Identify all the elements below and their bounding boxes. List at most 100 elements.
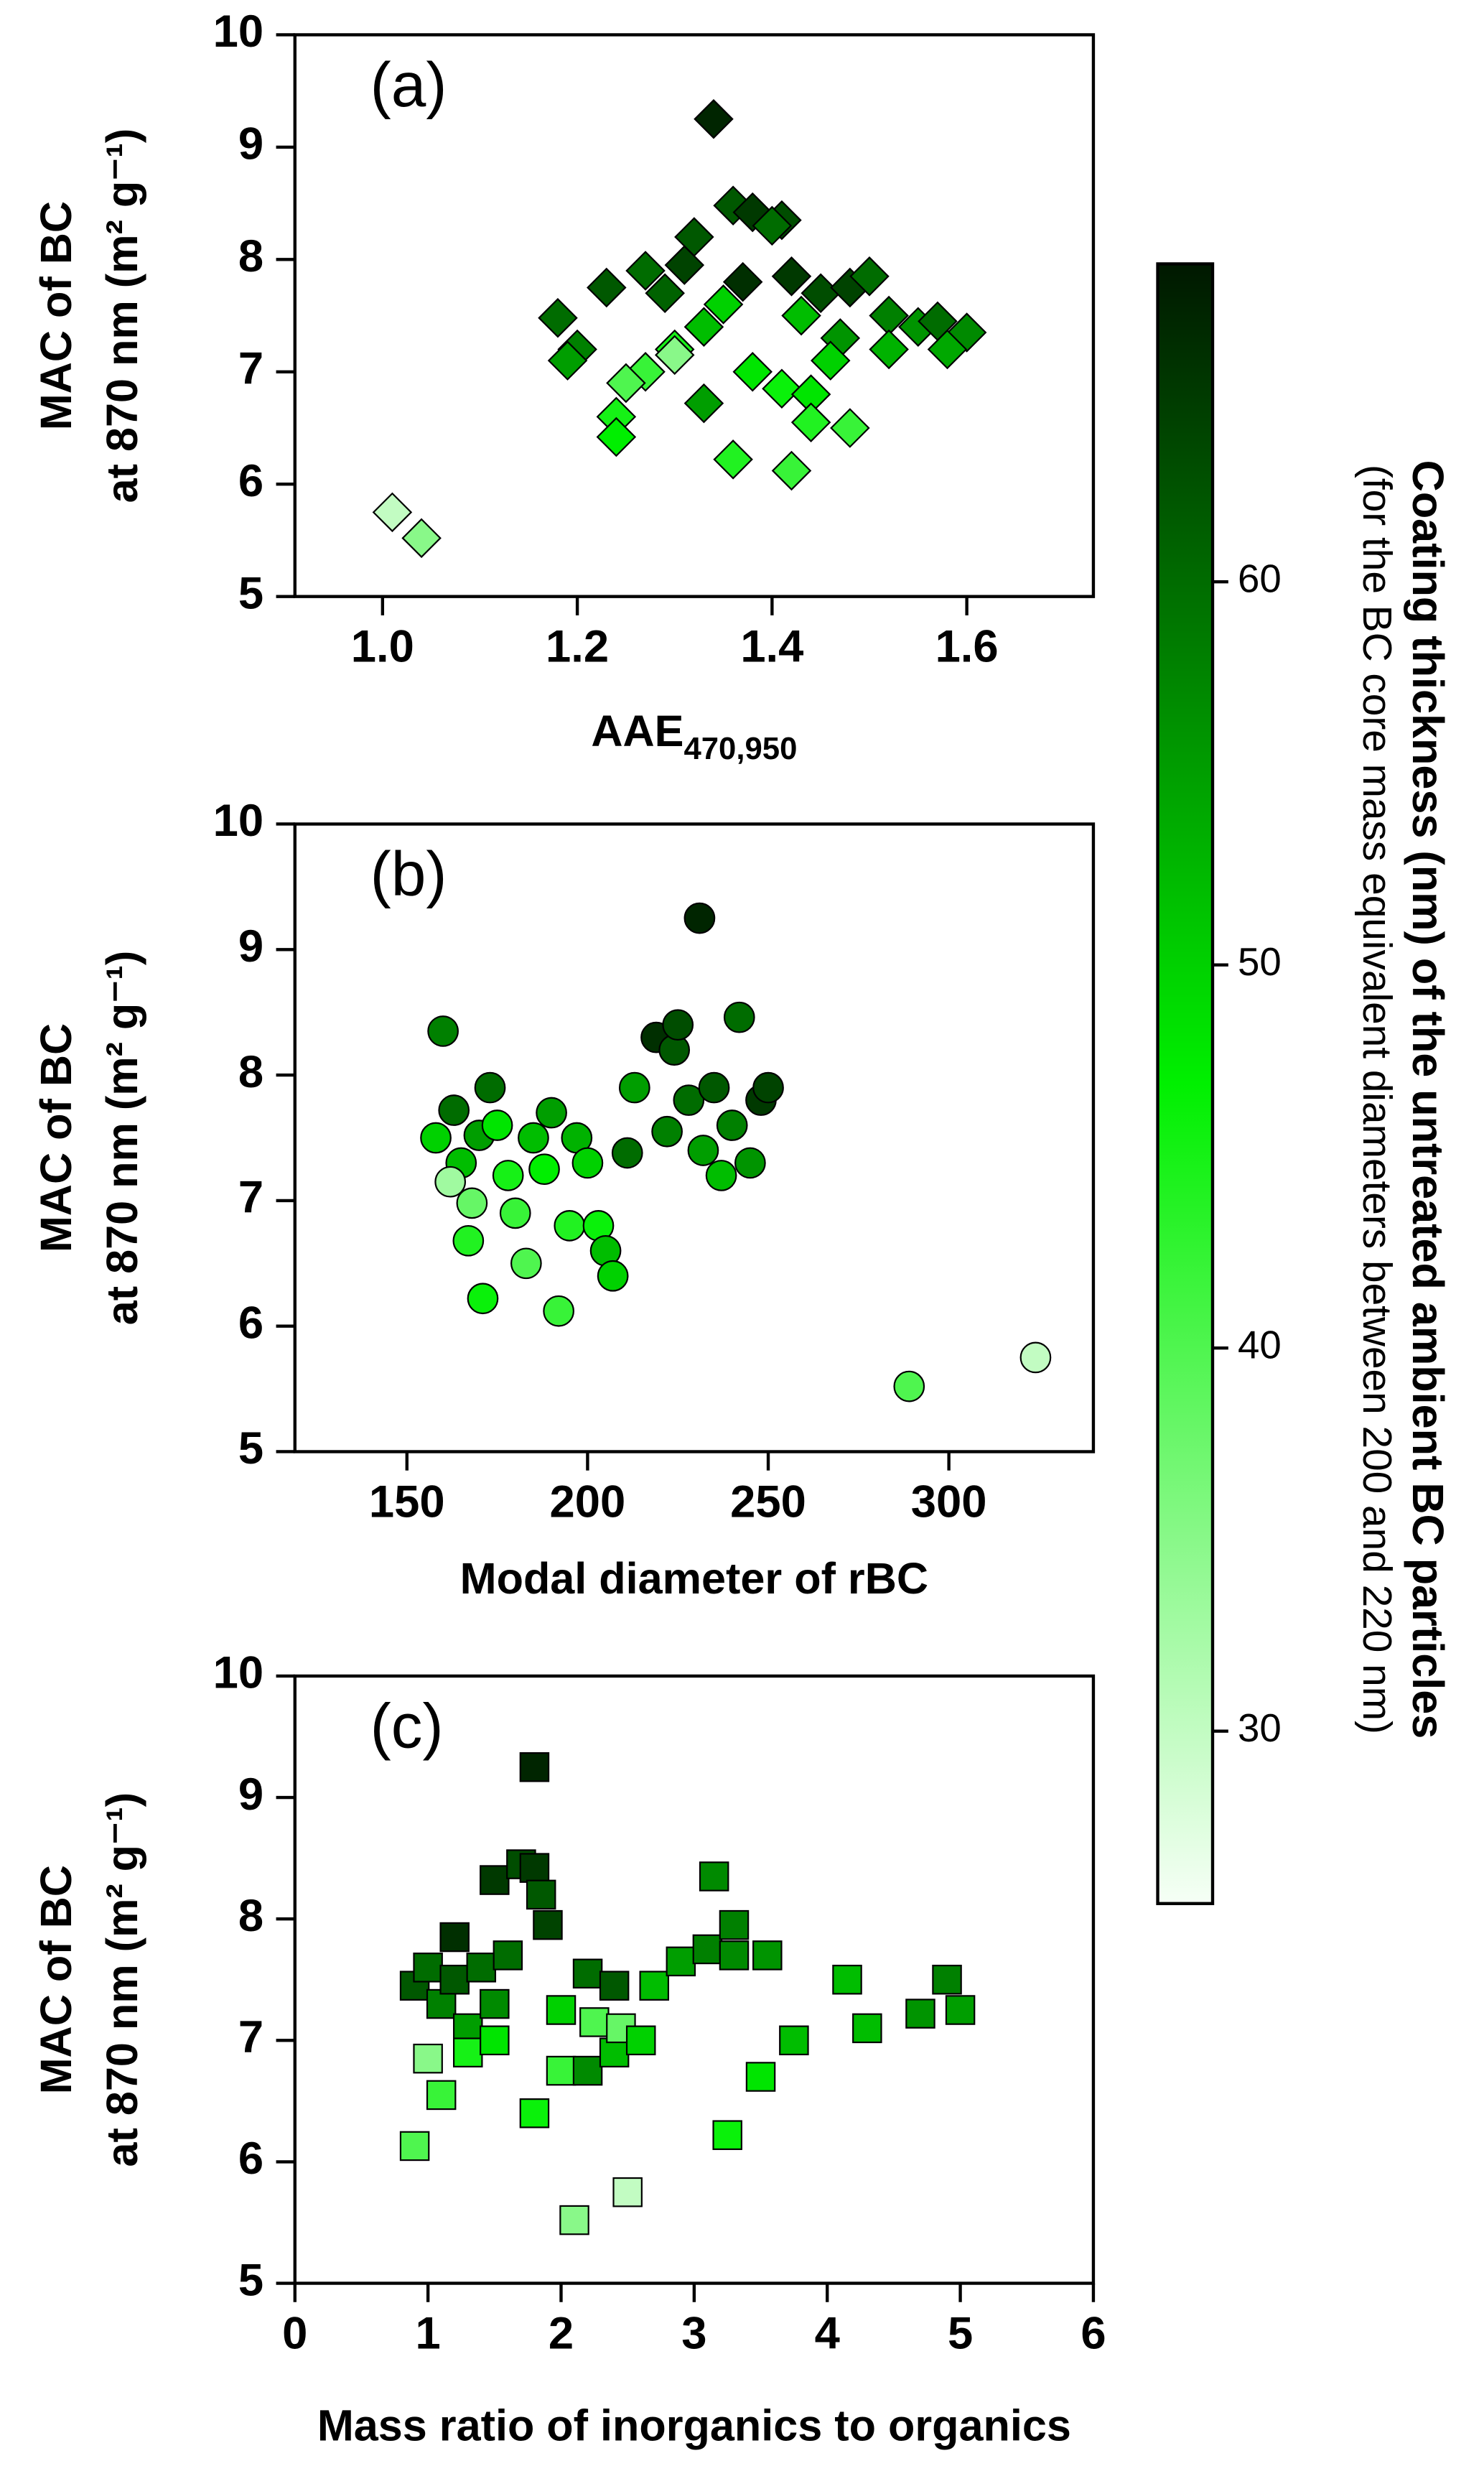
x-tick-label: 1.2 bbox=[546, 622, 609, 672]
point bbox=[1019, 1341, 1052, 1374]
y-tick-label: 10 bbox=[213, 1648, 263, 1698]
point bbox=[579, 2007, 610, 2037]
point bbox=[692, 1934, 723, 1965]
y-tick-label: 7 bbox=[238, 1173, 263, 1223]
point bbox=[413, 1953, 443, 1983]
y-tick-label: 8 bbox=[238, 1047, 263, 1097]
point bbox=[654, 335, 695, 376]
x-axis-label-sub: 470,950 bbox=[683, 730, 797, 766]
point bbox=[752, 205, 793, 246]
panel-label: (a) bbox=[370, 50, 447, 120]
y-tick-label: 5 bbox=[238, 2255, 263, 2305]
x-tick-label: 2 bbox=[549, 2309, 574, 2359]
point bbox=[438, 1094, 470, 1126]
x-tick-label: 6 bbox=[1081, 2309, 1106, 2359]
point bbox=[554, 1210, 586, 1242]
point bbox=[597, 1260, 629, 1292]
point bbox=[547, 340, 588, 381]
y-tick-label: 9 bbox=[238, 921, 263, 972]
point bbox=[719, 1940, 750, 1971]
point bbox=[401, 518, 442, 559]
point bbox=[587, 267, 627, 308]
x-axis-label-main: AAE bbox=[591, 707, 683, 755]
point bbox=[779, 2025, 809, 2056]
colorbar-tick-label: 60 bbox=[1238, 557, 1282, 601]
y-axis-label: MAC of BC bbox=[32, 1023, 80, 1252]
point bbox=[662, 1009, 694, 1041]
y-tick-label: 8 bbox=[238, 231, 263, 282]
point bbox=[528, 1153, 560, 1186]
x-axis-label: Mass ratio of inorganics to organics bbox=[317, 2401, 1071, 2450]
point bbox=[699, 1861, 729, 1892]
y-tick-label: 5 bbox=[238, 568, 263, 618]
point bbox=[538, 297, 578, 338]
point bbox=[683, 902, 716, 934]
y-tick-label: 7 bbox=[238, 344, 263, 394]
point bbox=[481, 1109, 513, 1141]
y-tick-label: 5 bbox=[238, 1423, 263, 1474]
point bbox=[849, 256, 890, 297]
point bbox=[830, 408, 870, 448]
colorbar-tick-label: 30 bbox=[1238, 1706, 1282, 1750]
point bbox=[625, 2025, 656, 2056]
x-tick-label: 1.0 bbox=[351, 622, 414, 672]
point bbox=[762, 368, 802, 409]
point bbox=[572, 2055, 603, 2086]
x-tick-label: 1.6 bbox=[935, 622, 999, 672]
y-tick-label: 8 bbox=[238, 1891, 263, 1941]
point bbox=[499, 1197, 531, 1229]
point bbox=[712, 2120, 742, 2150]
point bbox=[559, 2205, 589, 2235]
point bbox=[722, 261, 763, 302]
x-tick-label: 3 bbox=[681, 2309, 706, 2359]
panel-label: (c) bbox=[370, 1690, 444, 1761]
y-tick-label: 10 bbox=[213, 796, 263, 846]
point bbox=[723, 1001, 755, 1033]
y-tick-label: 9 bbox=[238, 1769, 263, 1820]
y-axis-label: MAC of BC bbox=[32, 1865, 80, 2094]
point bbox=[518, 1122, 549, 1154]
colorbar-tick-label: 50 bbox=[1238, 940, 1282, 984]
point bbox=[474, 1071, 506, 1104]
point bbox=[905, 1999, 935, 2029]
point bbox=[426, 2080, 457, 2111]
point bbox=[599, 1971, 630, 2001]
point bbox=[832, 1964, 862, 1995]
y-axis-label-2: at 870 nm (m² g⁻¹) bbox=[98, 1792, 146, 2167]
x-tick-label: 0 bbox=[282, 2309, 307, 2359]
point bbox=[771, 256, 812, 297]
point bbox=[687, 1135, 719, 1166]
point bbox=[703, 284, 744, 325]
point bbox=[694, 99, 734, 139]
point bbox=[434, 1165, 467, 1198]
point bbox=[639, 1971, 670, 2001]
x-axis-label-main: Modal diameter of rBC bbox=[460, 1554, 928, 1603]
point bbox=[519, 1853, 550, 1883]
point bbox=[546, 2055, 577, 2086]
y-tick-label: 6 bbox=[238, 1298, 263, 1348]
point bbox=[732, 352, 773, 392]
point bbox=[467, 1283, 499, 1315]
point bbox=[526, 1879, 556, 1910]
point bbox=[618, 1071, 650, 1104]
x-axis-label: Modal diameter of rBC bbox=[460, 1554, 928, 1603]
point bbox=[399, 2131, 430, 2162]
point bbox=[683, 383, 724, 424]
point bbox=[427, 1015, 459, 1047]
x-tick-label: 1.4 bbox=[740, 622, 803, 672]
y-tick-label: 6 bbox=[238, 456, 263, 506]
point bbox=[673, 1084, 705, 1116]
point bbox=[719, 1909, 750, 1940]
point bbox=[439, 1964, 470, 1995]
point bbox=[666, 1946, 696, 1977]
point bbox=[752, 1940, 783, 1971]
point bbox=[519, 2098, 550, 2128]
point bbox=[493, 1940, 523, 1971]
panel-label: (b) bbox=[370, 839, 447, 909]
colorbar-sublabel: (for the BC core mass equivalent diamete… bbox=[1354, 465, 1399, 1734]
point bbox=[705, 1160, 737, 1191]
point bbox=[480, 2025, 510, 2056]
y-tick-label: 6 bbox=[238, 2134, 263, 2184]
point bbox=[790, 402, 831, 442]
